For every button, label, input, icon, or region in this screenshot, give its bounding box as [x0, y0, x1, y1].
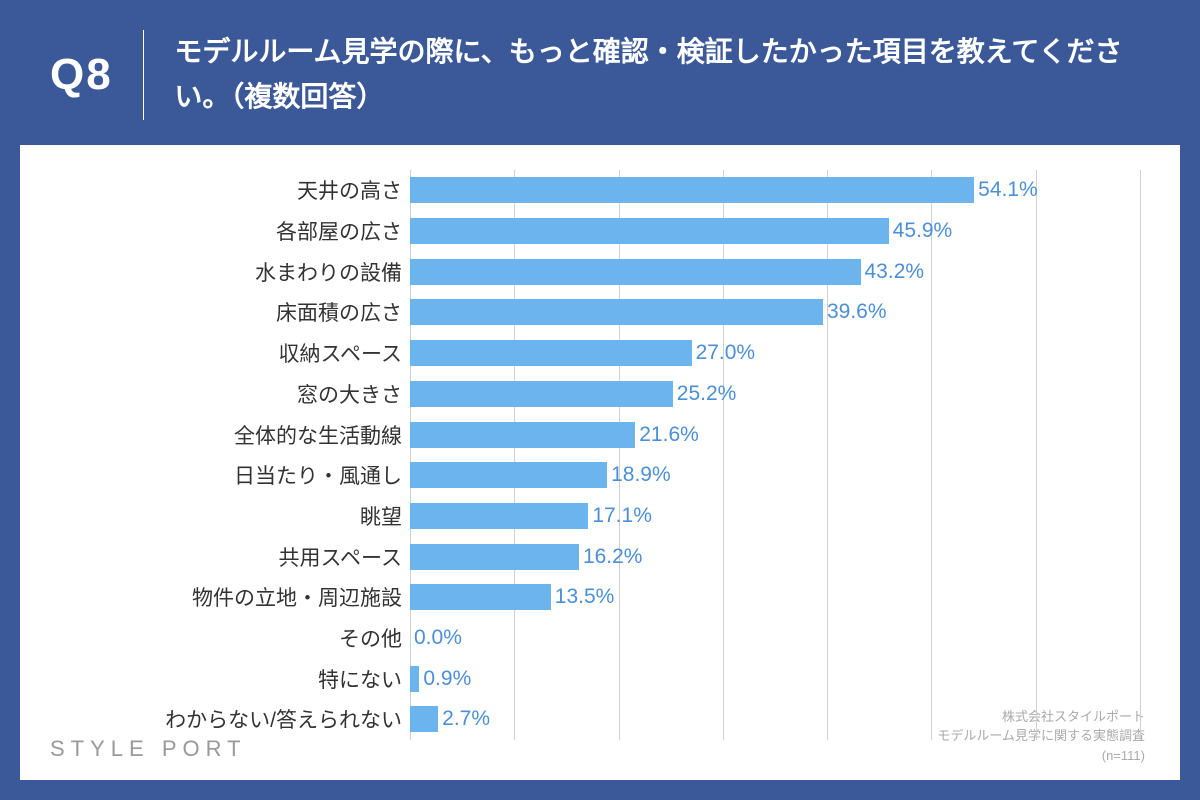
bar-value: 13.5% — [555, 585, 615, 609]
bar — [410, 666, 419, 692]
bar-track: 0.9% — [410, 666, 1140, 692]
bar-value: 0.9% — [423, 667, 471, 691]
bar-value: 17.1% — [592, 504, 652, 528]
bar — [410, 299, 823, 325]
bar-row: 全体的な生活動線 21.6% — [20, 417, 1140, 452]
bar — [410, 503, 588, 529]
bar-track: 39.6% — [410, 299, 1140, 325]
bar-row: 水まわりの設備 43.2% — [20, 254, 1140, 289]
bars-container: 天井の高さ 54.1% 各部屋の広さ 45.9% 水まわりの設備 43.2% 床面積の広さ 3… — [20, 170, 1140, 740]
bar-row: 特にない 0.9% — [20, 661, 1140, 696]
bar-track: 21.6% — [410, 422, 1140, 448]
bar-row: 天井の高さ 54.1% — [20, 173, 1140, 208]
bar — [410, 259, 861, 285]
header-divider — [143, 30, 145, 120]
bar-label: わからない/答えられない — [20, 704, 410, 734]
bar-label: 眺望 — [20, 501, 410, 531]
bar-track: 17.1% — [410, 503, 1140, 529]
bar — [410, 422, 635, 448]
bar — [410, 706, 438, 732]
bar-value: 39.6% — [827, 300, 887, 324]
bar — [410, 177, 974, 203]
bar-row: 日当たり・風通し 18.9% — [20, 458, 1140, 493]
bar-label: 床面積の広さ — [20, 297, 410, 327]
bar — [410, 544, 579, 570]
bar-label: 窓の大きさ — [20, 379, 410, 409]
bar-row: わからない/答えられない 2.7% — [20, 702, 1140, 737]
bar-row: 眺望 17.1% — [20, 498, 1140, 533]
bar-value: 18.9% — [611, 463, 671, 487]
question-number: Q8 — [50, 50, 113, 100]
infographic-container: Q8 モデルルーム見学の際に、もっと確認・検証したかった項目を教えてください。（… — [0, 0, 1200, 800]
bar-label: 日当たり・風通し — [20, 460, 410, 490]
bar-row: 床面積の広さ 39.6% — [20, 295, 1140, 330]
bar — [410, 340, 692, 366]
bar — [410, 381, 673, 407]
bar-track: 13.5% — [410, 584, 1140, 610]
bar-track: 25.2% — [410, 381, 1140, 407]
question-text: モデルルーム見学の際に、もっと確認・検証したかった項目を教えてください。（複数回… — [174, 30, 1150, 120]
bar — [410, 462, 607, 488]
bar-label: その他 — [20, 623, 410, 653]
bar-label: 各部屋の広さ — [20, 216, 410, 246]
bar-track: 43.2% — [410, 259, 1140, 285]
bar-label: 共用スペース — [20, 542, 410, 572]
bar-track: 27.0% — [410, 340, 1140, 366]
gridline — [1140, 170, 1141, 740]
header: Q8 モデルルーム見学の際に、もっと確認・検証したかった項目を教えてください。（… — [0, 0, 1200, 145]
bar-value: 43.2% — [865, 260, 925, 284]
bar-value: 2.7% — [442, 707, 490, 731]
attribution-line3: (n=111) — [937, 746, 1145, 766]
bar-value: 0.0% — [414, 626, 462, 650]
bar-label: 天井の高さ — [20, 175, 410, 205]
bar-row: 各部屋の広さ 45.9% — [20, 214, 1140, 249]
bar-label: 特にない — [20, 664, 410, 694]
bar-row: 収納スペース 27.0% — [20, 336, 1140, 371]
bar-track: 18.9% — [410, 462, 1140, 488]
bar-label: 全体的な生活動線 — [20, 420, 410, 450]
bar-row: 共用スペース 16.2% — [20, 539, 1140, 574]
bar-label: 収納スペース — [20, 338, 410, 368]
bar-label: 水まわりの設備 — [20, 257, 410, 287]
chart-area: 天井の高さ 54.1% 各部屋の広さ 45.9% 水まわりの設備 43.2% 床面積の広さ 3… — [20, 145, 1180, 780]
bar-value: 21.6% — [639, 423, 699, 447]
bar-value: 16.2% — [583, 545, 643, 569]
bar-row: 物件の立地・周辺施設 13.5% — [20, 580, 1140, 615]
bar-track: 45.9% — [410, 218, 1140, 244]
bar-track: 2.7% — [410, 706, 1140, 732]
bar-value: 54.1% — [978, 178, 1038, 202]
bar-track: 0.0% — [410, 625, 1140, 651]
chart-inner: 天井の高さ 54.1% 各部屋の広さ 45.9% 水まわりの設備 43.2% 床面積の広さ 3… — [20, 170, 1140, 740]
bar-row: その他0.0% — [20, 621, 1140, 656]
bar-value: 25.2% — [677, 382, 737, 406]
bar-row: 窓の大きさ 25.2% — [20, 376, 1140, 411]
bar-label: 物件の立地・周辺施設 — [20, 582, 410, 612]
bar-value: 27.0% — [696, 341, 756, 365]
bar-track: 54.1% — [410, 177, 1140, 203]
bar-value: 45.9% — [893, 219, 953, 243]
bar — [410, 218, 889, 244]
bar-track: 16.2% — [410, 544, 1140, 570]
bar — [410, 584, 551, 610]
